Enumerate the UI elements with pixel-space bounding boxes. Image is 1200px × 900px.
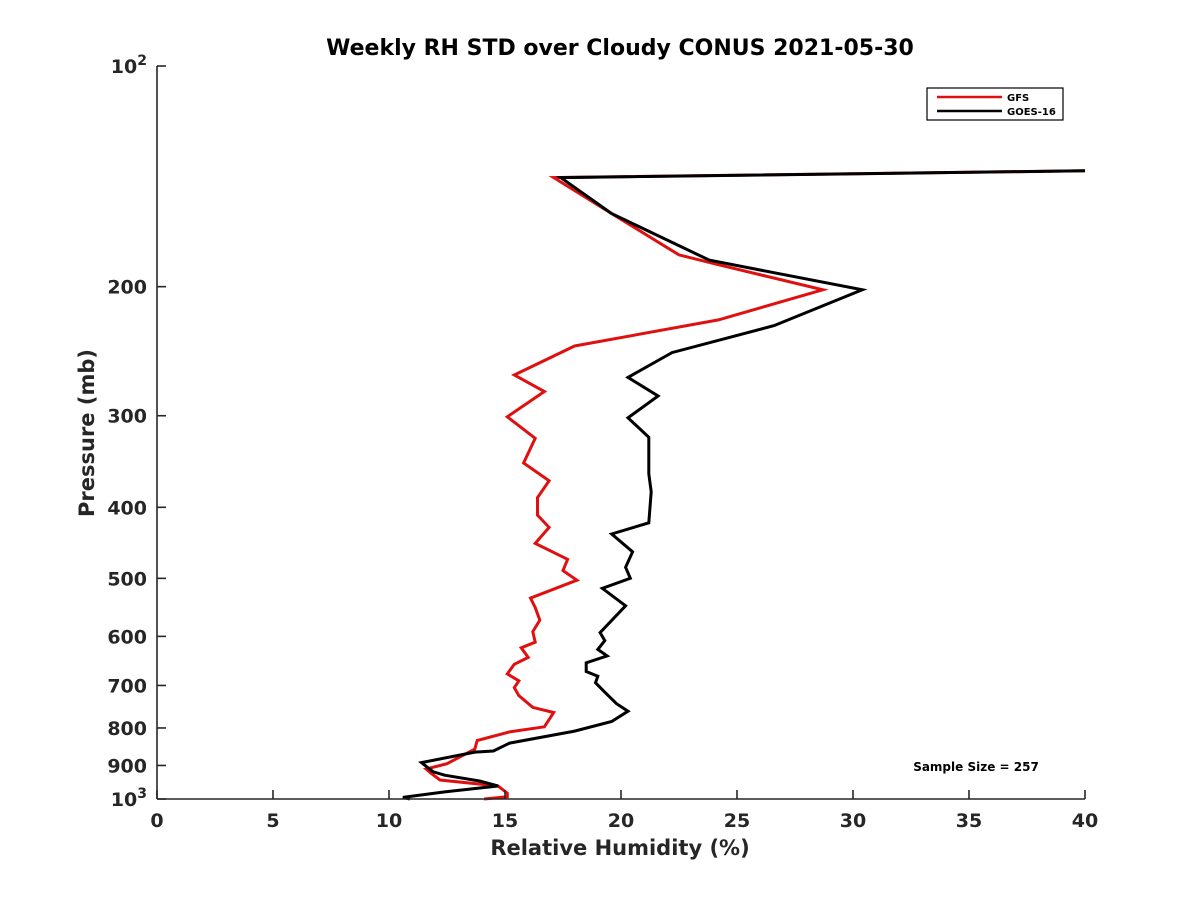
sample-size-annotation: Sample Size = 257 xyxy=(913,760,1039,774)
y-axis-title: Pressure (mb) xyxy=(75,349,99,517)
chart-title: Weekly RH STD over Cloudy CONUS 2021-05-… xyxy=(326,36,914,61)
x-tick-label: 5 xyxy=(266,810,279,832)
x-axis-title: Relative Humidity (%) xyxy=(490,836,749,860)
x-tick-label: 0 xyxy=(150,810,163,832)
x-tick-label: 25 xyxy=(724,810,750,832)
y-tick-label: 102 xyxy=(111,53,147,78)
y-tick-label: 900 xyxy=(107,755,147,777)
y-tick-label: 400 xyxy=(107,497,147,519)
x-tick-label: 10 xyxy=(376,810,402,832)
legend-entries: GFS GOES-16 xyxy=(937,93,1056,118)
legend-box xyxy=(926,87,1064,121)
y-tick-label: 700 xyxy=(107,675,147,697)
series-line-goes-16 xyxy=(402,169,1086,801)
x-tick-label: 15 xyxy=(492,810,518,832)
legend: GFS GOES-16 xyxy=(926,87,1064,121)
y-ticks: 102 200 300 400 500 600 700 800 900 103 xyxy=(107,53,166,811)
x-ticks: 0 5 10 15 20 25 30 35 40 xyxy=(150,790,1098,832)
x-tick-label: 40 xyxy=(1072,810,1098,832)
x-tick-label: 30 xyxy=(840,810,866,832)
x-tick-label: 35 xyxy=(956,810,982,832)
y-tick-label: 200 xyxy=(107,277,147,299)
series-layer xyxy=(402,169,1086,801)
legend-label: GFS xyxy=(1007,93,1029,104)
series-line-gfs xyxy=(422,169,1086,801)
y-tick-label: 600 xyxy=(107,626,147,648)
y-tick-label: 103 xyxy=(111,786,147,811)
y-tick-label: 500 xyxy=(107,568,147,590)
y-tick-label: 300 xyxy=(107,406,147,428)
legend-label: GOES-16 xyxy=(1007,107,1056,118)
y-tick-label: 800 xyxy=(107,718,147,740)
x-tick-label: 20 xyxy=(608,810,634,832)
